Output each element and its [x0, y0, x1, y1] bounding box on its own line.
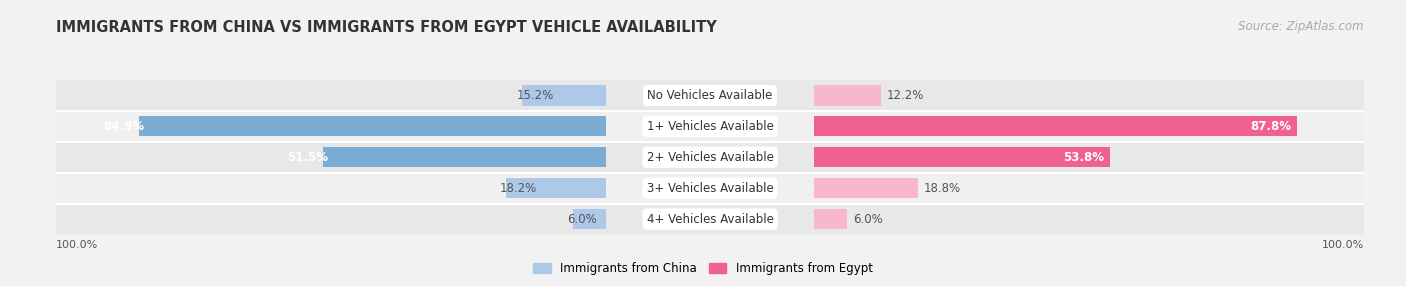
- Bar: [606, 80, 814, 111]
- Text: 6.0%: 6.0%: [853, 212, 883, 226]
- Bar: [814, 111, 1364, 142]
- Text: 3+ Vehicles Available: 3+ Vehicles Available: [647, 182, 773, 195]
- Bar: [814, 80, 1364, 111]
- Text: 1+ Vehicles Available: 1+ Vehicles Available: [647, 120, 773, 133]
- Bar: [506, 178, 606, 198]
- Text: IMMIGRANTS FROM CHINA VS IMMIGRANTS FROM EGYPT VEHICLE AVAILABILITY: IMMIGRANTS FROM CHINA VS IMMIGRANTS FROM…: [56, 20, 717, 35]
- Bar: [572, 209, 606, 229]
- Bar: [56, 111, 606, 142]
- Bar: [56, 142, 606, 173]
- Text: No Vehicles Available: No Vehicles Available: [647, 89, 773, 102]
- Legend: Immigrants from China, Immigrants from Egypt: Immigrants from China, Immigrants from E…: [529, 258, 877, 280]
- Bar: [522, 86, 606, 106]
- Bar: [323, 147, 606, 167]
- Text: 51.5%: 51.5%: [287, 151, 328, 164]
- Text: 87.8%: 87.8%: [1250, 120, 1291, 133]
- Text: 18.2%: 18.2%: [501, 182, 537, 195]
- Bar: [56, 173, 606, 204]
- Bar: [606, 142, 814, 173]
- Bar: [56, 80, 606, 111]
- Bar: [814, 147, 1109, 167]
- Bar: [814, 173, 1364, 204]
- Text: 6.0%: 6.0%: [567, 212, 598, 226]
- Bar: [139, 116, 606, 136]
- Bar: [814, 116, 1296, 136]
- Bar: [606, 204, 814, 235]
- Text: Source: ZipAtlas.com: Source: ZipAtlas.com: [1239, 20, 1364, 33]
- Text: 18.8%: 18.8%: [924, 182, 960, 195]
- Bar: [814, 86, 882, 106]
- Bar: [814, 142, 1364, 173]
- Text: 4+ Vehicles Available: 4+ Vehicles Available: [647, 212, 773, 226]
- Bar: [814, 209, 848, 229]
- Text: 53.8%: 53.8%: [1063, 151, 1105, 164]
- Text: 84.9%: 84.9%: [104, 120, 145, 133]
- Bar: [606, 111, 814, 142]
- Text: 100.0%: 100.0%: [1322, 240, 1364, 250]
- Text: 15.2%: 15.2%: [516, 89, 554, 102]
- Text: 12.2%: 12.2%: [887, 89, 924, 102]
- Bar: [814, 178, 918, 198]
- Bar: [814, 204, 1364, 235]
- Text: 100.0%: 100.0%: [56, 240, 98, 250]
- Text: 2+ Vehicles Available: 2+ Vehicles Available: [647, 151, 773, 164]
- Bar: [56, 204, 606, 235]
- Bar: [606, 173, 814, 204]
